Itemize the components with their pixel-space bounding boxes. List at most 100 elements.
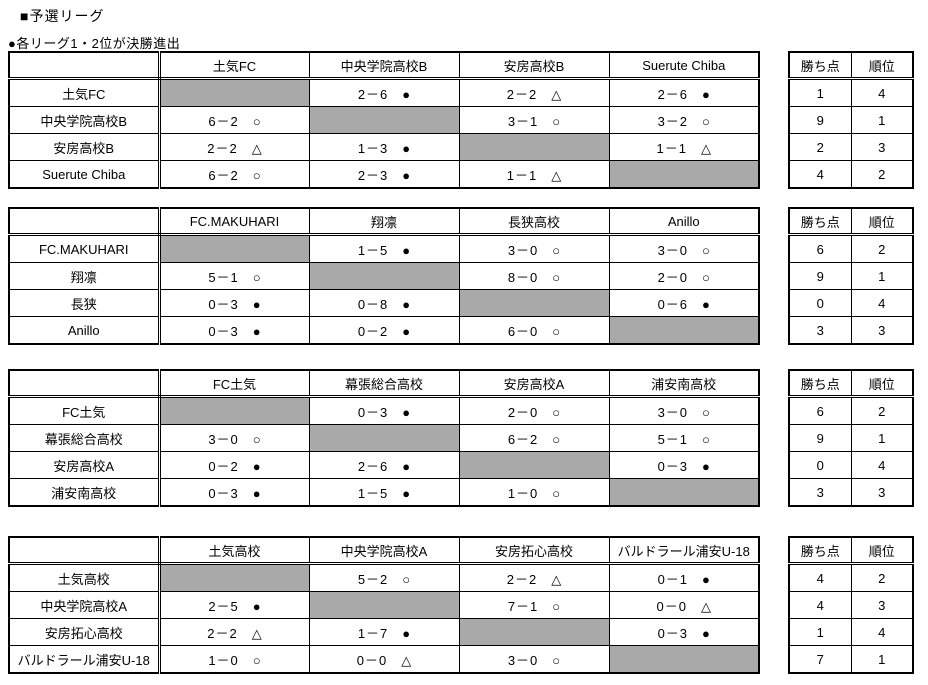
result-cell: 2－2 △ [158, 133, 310, 161]
result-score: 2－2 [506, 571, 538, 587]
win-mark-icon: ○ [552, 404, 561, 420]
table-row: 幕張総合高校 3－0 ○ 6－2 ○ 5－1 ○ [8, 424, 760, 452]
result-cell: 5－2 ○ [308, 563, 460, 592]
result-cell: 5－1 ○ [158, 262, 310, 290]
result-score: 8－0 [507, 269, 539, 285]
rank-cell: 2 [850, 160, 914, 189]
rank-cell: 3 [850, 478, 914, 507]
self-match-cell [608, 316, 760, 345]
result-cell: 0－3 ● [308, 396, 460, 425]
points-cell: 9 [788, 424, 852, 452]
result-cell: 6－2 ○ [158, 106, 310, 134]
result-score: 0－2 [357, 323, 389, 339]
loss-mark-icon: ● [402, 458, 411, 474]
win-mark-icon: ○ [552, 652, 561, 668]
team-header-cell: 安房高校A [458, 369, 610, 398]
page-subtitle: ●各リーグ1・2位が決勝進出 [8, 36, 181, 51]
rank-cell: 3 [850, 591, 914, 619]
loss-mark-icon: ● [402, 86, 411, 102]
result-score: 3－0 [657, 404, 689, 420]
points-header-cell: 勝ち点 [788, 536, 852, 565]
loss-mark-icon: ● [402, 404, 411, 420]
loss-mark-icon: ● [252, 485, 261, 501]
self-match-cell [308, 262, 460, 290]
result-cell: 1－0 ○ [158, 645, 310, 674]
result-score: 0－3 [208, 296, 239, 312]
result-score: 1－0 [208, 652, 239, 668]
result-cell: 0－3 ● [158, 289, 310, 317]
corner-cell [8, 369, 161, 398]
win-mark-icon: ○ [702, 431, 710, 447]
loss-mark-icon: ● [402, 242, 411, 258]
win-mark-icon: ○ [702, 269, 710, 285]
result-score: 2－3 [357, 167, 389, 183]
self-match-cell [458, 289, 610, 317]
corner-cell [8, 536, 161, 565]
result-score: 0－3 [357, 404, 389, 420]
loss-mark-icon: ● [402, 485, 411, 501]
team-header-cell: バルドラール浦安U-18 [608, 536, 760, 565]
team-name-cell: 長狭 [8, 289, 161, 317]
result-cell: 2－2 △ [458, 78, 610, 107]
points-cell: 9 [788, 106, 852, 134]
team-header-cell: 浦安南高校 [608, 369, 760, 398]
result-score: 6－0 [507, 323, 539, 339]
result-cell: 0－2 ● [308, 316, 460, 345]
win-mark-icon: ○ [702, 242, 710, 258]
team-header-cell: Anillo [608, 207, 760, 236]
draw-mark-icon: △ [251, 625, 262, 641]
team-header-cell: FC土気 [158, 369, 310, 398]
standings-table-3: 勝ち点 順位 6 2 9 1 0 4 3 3 [788, 369, 914, 507]
result-cell: 0－8 ● [308, 289, 460, 317]
team-name-cell: 浦安南高校 [8, 478, 161, 507]
team-name-cell: 幕張総合高校 [8, 424, 161, 452]
header-row: FC土気 幕張総合高校 安房高校A 浦安南高校 [8, 369, 760, 398]
header-row: 土気FC 中央学院高校B 安房高校B Suerute Chiba [8, 51, 760, 80]
result-cell: 1－5 ● [308, 234, 460, 263]
team-header-cell: Suerute Chiba [608, 51, 760, 80]
result-cell: 3－0 ○ [158, 424, 310, 452]
standings-header-row: 勝ち点 順位 [788, 536, 914, 565]
result-score: 3－0 [657, 242, 689, 258]
result-score: 2－6 [657, 86, 689, 102]
team-name-cell: 安房高校A [8, 451, 161, 479]
result-cell: 0－0 △ [308, 645, 460, 674]
points-cell: 0 [788, 289, 852, 317]
win-mark-icon: ○ [252, 652, 261, 668]
rank-cell: 3 [850, 316, 914, 345]
win-mark-icon: ○ [552, 598, 561, 614]
result-score: 0－0 [656, 598, 687, 614]
points-cell: 4 [788, 591, 852, 619]
result-score: 0－0 [356, 652, 388, 668]
team-name-cell: 土気FC [8, 78, 161, 107]
table-row: 安房高校A 0－2 ● 2－6 ● 0－3 ● [8, 451, 760, 479]
team-header-cell: 土気高校 [158, 536, 310, 565]
league-table-1: 土気FC 中央学院高校B 安房高校B Suerute Chiba 土気FC 2－6 ● 2－2… [8, 51, 760, 189]
result-cell: 1－5 ● [308, 478, 460, 507]
loss-mark-icon: ● [252, 458, 261, 474]
team-header-cell: 土気FC [158, 51, 310, 80]
table-row: 中央学院高校B 6－2 ○ 3－1 ○ 3－2 ○ [8, 106, 760, 134]
loss-mark-icon: ● [402, 625, 411, 641]
result-cell: 0－6 ● [608, 289, 760, 317]
points-header-cell: 勝ち点 [788, 207, 852, 236]
win-mark-icon: ○ [252, 431, 261, 447]
rank-cell: 4 [850, 451, 914, 479]
self-match-cell [458, 451, 610, 479]
result-score: 2－2 [207, 140, 238, 156]
result-score: 0－3 [208, 485, 239, 501]
draw-mark-icon: △ [700, 140, 711, 156]
standings-header-row: 勝ち点 順位 [788, 369, 914, 398]
rank-cell: 3 [850, 133, 914, 161]
points-cell: 4 [788, 563, 852, 592]
result-cell: 0－3 ● [608, 451, 760, 479]
result-score: 3－2 [657, 113, 689, 129]
rank-cell: 1 [850, 424, 914, 452]
result-score: 5－2 [357, 571, 389, 587]
rank-cell: 4 [850, 289, 914, 317]
